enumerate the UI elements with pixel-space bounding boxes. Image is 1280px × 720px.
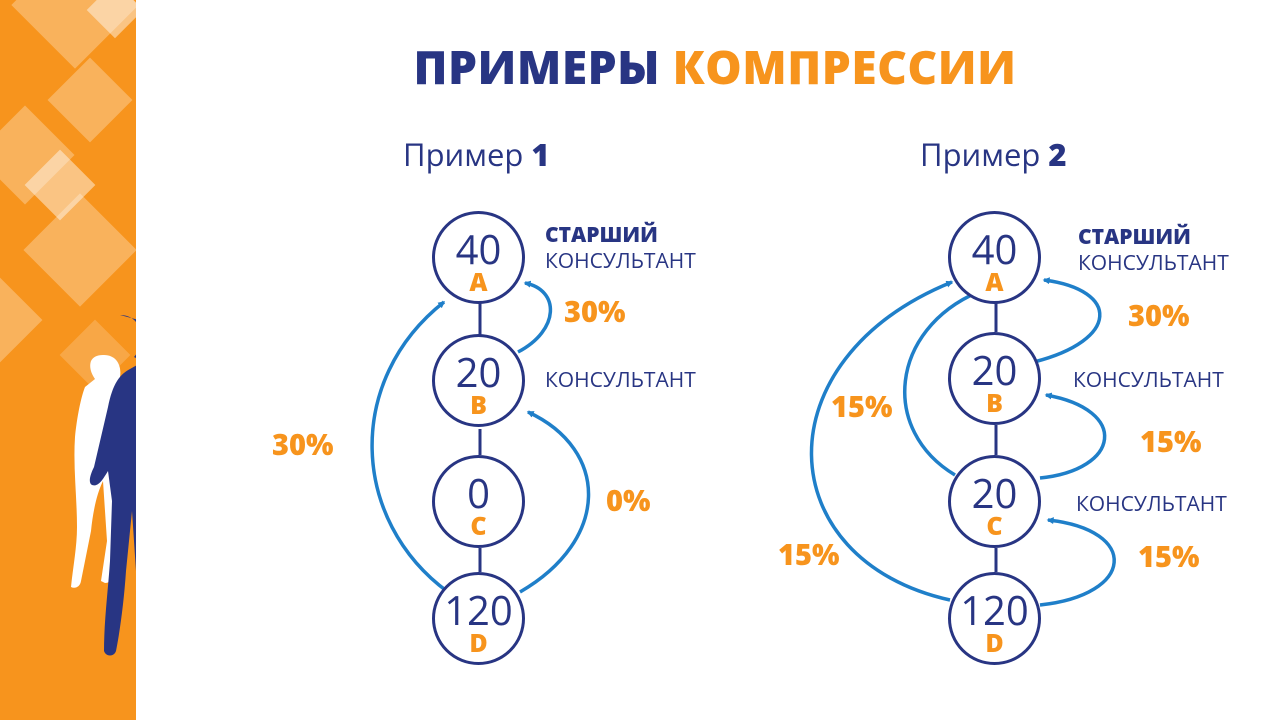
node-letter: B (470, 388, 487, 422)
example-2-pct-c-to-a: 15% (831, 387, 893, 426)
title-part-2: КОМПРЕССИИ (672, 36, 1017, 98)
example-2-pct-c-to-b: 15% (1140, 422, 1202, 461)
role-senior-label: СТАРШИЙ (1078, 223, 1191, 251)
example-2-node-a: 40 A (948, 211, 1041, 304)
node-value: 120 (444, 582, 513, 637)
title-part-1: ПРИМЕРЫ (413, 36, 661, 98)
example-2-role-a: СТАРШИЙ КОНСУЛЬТАНТ (1078, 224, 1229, 276)
node-value: 40 (455, 221, 502, 276)
example-1-node-d: 120 D (432, 572, 525, 665)
example-2-pct-d-to-a: 15% (778, 535, 840, 574)
example-2-role-b: КОНСУЛЬТАНТ (1073, 366, 1224, 394)
example-2-node-d: 120 D (948, 572, 1041, 665)
example-1-heading-word: Пример (403, 134, 524, 176)
example-2-pct-b-to-a: 30% (1128, 296, 1190, 335)
node-letter: C (986, 509, 1003, 543)
arrow-c-to-b-2 (1039, 392, 1107, 480)
example-2-heading: Пример 2 (920, 134, 1067, 176)
arrow-b-to-a (517, 280, 553, 354)
example-2-node-c: 20 C (948, 455, 1041, 548)
arrow-d-to-a-2 (809, 280, 954, 602)
example-1-heading: Пример 1 (403, 134, 550, 176)
example-1-node-b: 20 B (432, 334, 525, 427)
node-value: 20 (455, 344, 502, 399)
example-1-node-a: 40 A (432, 211, 525, 304)
example-2-arrows (809, 277, 1116, 607)
arrow-c-to-a-2 (903, 290, 980, 477)
node-letter: A (469, 265, 488, 299)
arrow-d-to-c-2 (1039, 517, 1116, 607)
node-letter: C (470, 509, 487, 543)
left-decor-band (0, 0, 136, 720)
node-value: 120 (960, 582, 1029, 637)
node-value: 20 (971, 465, 1018, 520)
node-value: 40 (971, 221, 1018, 276)
example-2-heading-number: 2 (1048, 134, 1067, 176)
example-2-pct-d-to-c: 15% (1138, 537, 1200, 576)
role-consultant-label: КОНСУЛЬТАНТ (1078, 249, 1229, 277)
example-1-heading-number: 1 (531, 134, 550, 176)
example-1-pct-d-to-b: 0% (606, 481, 651, 520)
example-2-role-c: КОНСУЛЬТАНТ (1076, 490, 1227, 518)
node-value: 0 (467, 465, 490, 520)
arrow-d-to-b (519, 410, 591, 594)
example-1-role-a: СТАРШИЙ КОНСУЛЬТАНТ (545, 222, 696, 274)
example-2-heading-word: Пример (920, 134, 1041, 176)
node-value: 20 (971, 342, 1018, 397)
node-letter: B (986, 386, 1003, 420)
silhouette-people-icon (71, 315, 136, 656)
slide-title: ПРИМЕРЫ КОМПРЕССИИ (0, 36, 1280, 98)
example-1-pct-b-to-a: 30% (564, 292, 626, 331)
example-1-role-b: КОНСУЛЬТАНТ (545, 366, 696, 394)
node-letter: A (985, 265, 1004, 299)
role-consultant-label: КОНСУЛЬТАНТ (545, 247, 696, 275)
arrow-d-to-a (370, 300, 450, 594)
example-1-arrows (370, 280, 591, 594)
arrow-b-to-a-2 (1033, 277, 1102, 364)
example-1-pct-d-to-a: 30% (272, 425, 334, 464)
example-1-node-c: 0 C (432, 455, 525, 548)
role-senior-label: СТАРШИЙ (545, 221, 658, 249)
example-2-node-b: 20 B (948, 332, 1041, 425)
node-letter: D (985, 626, 1004, 660)
node-letter: D (469, 626, 488, 660)
